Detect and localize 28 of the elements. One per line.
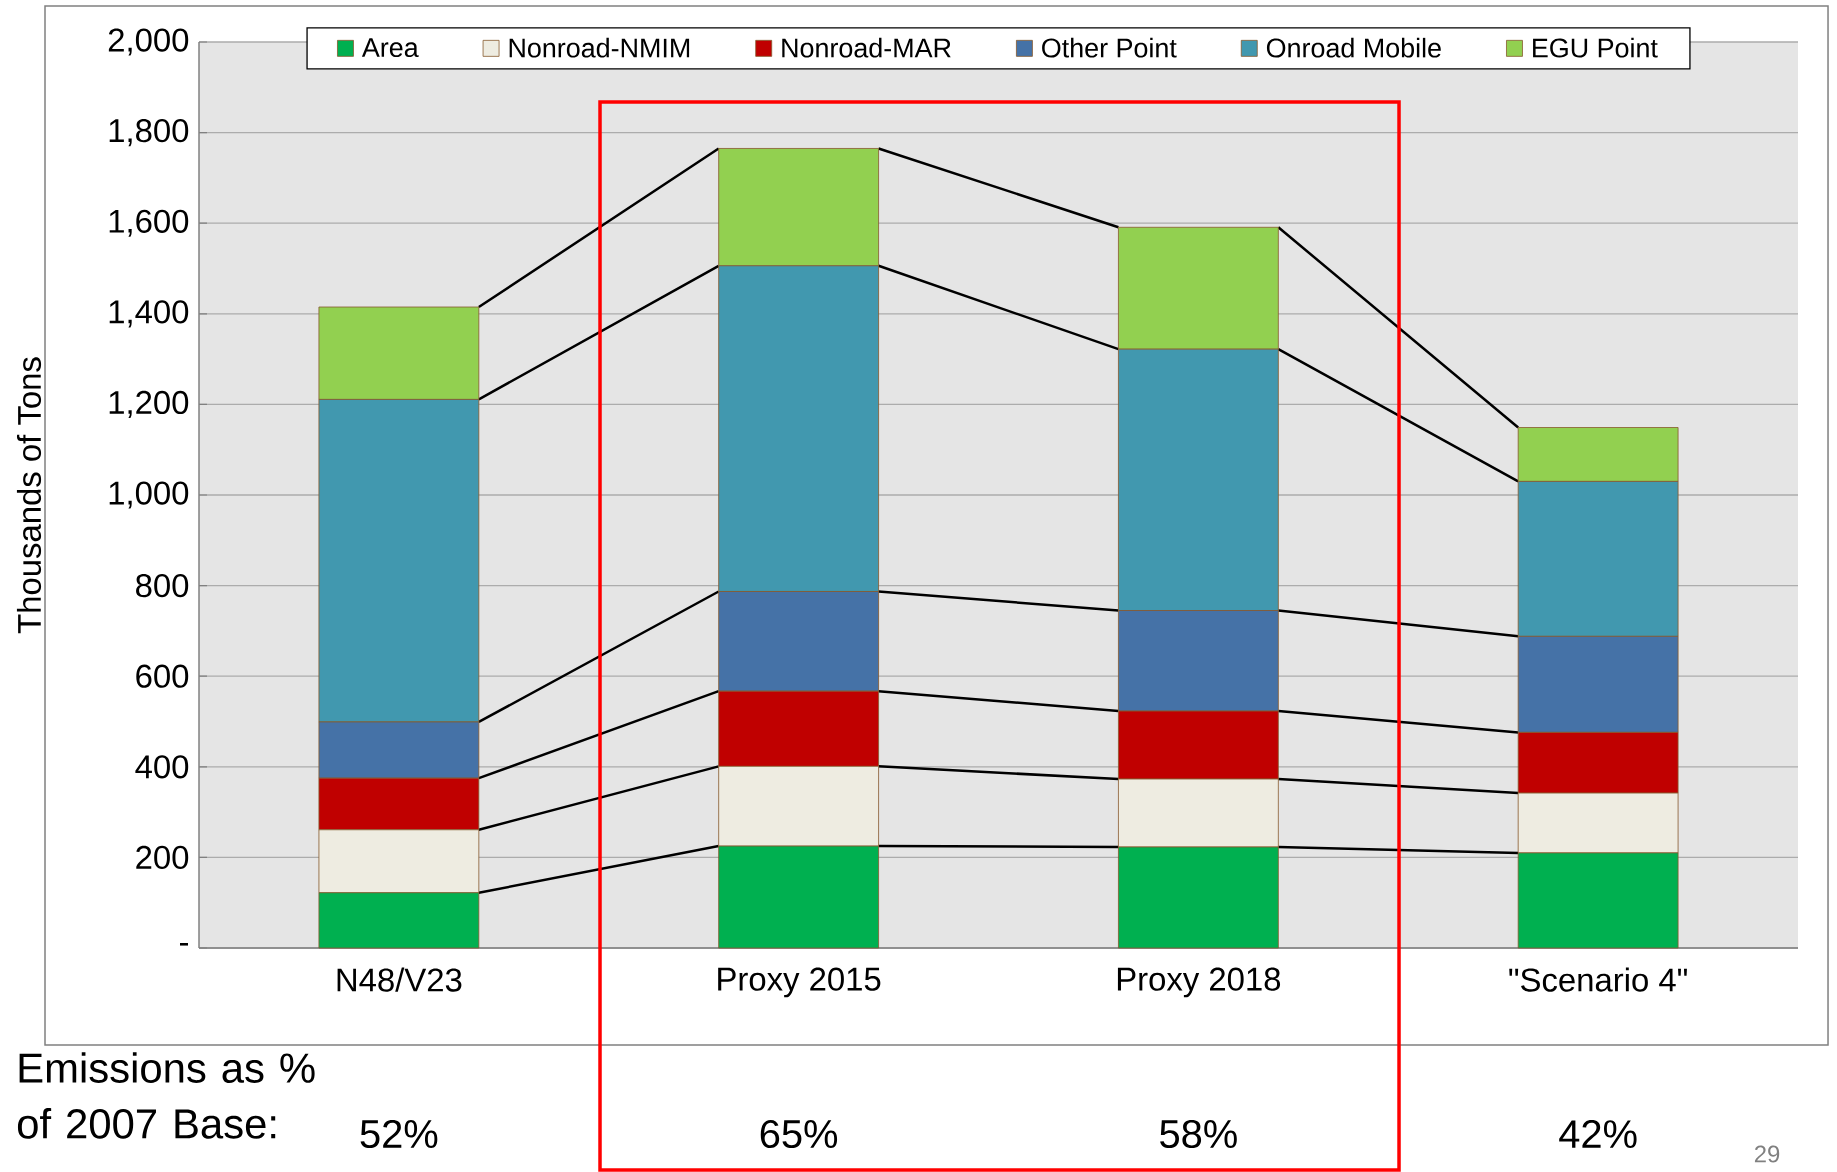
y-tick-label: 1,200: [109, 390, 189, 418]
x-tick-label: Proxy 2018: [1117, 967, 1281, 998]
legend-label: EGU Point: [1533, 37, 1658, 58]
text: Emissions as % of 2007 Base:: [17, 1052, 315, 1139]
y-tick-label: 1,000: [109, 481, 189, 509]
legend-label: Nonroad-MAR: [782, 37, 951, 58]
y-tick-label: 2,000: [108, 28, 189, 56]
legend-label: Onroad Mobile: [1266, 37, 1441, 58]
x-tick-label: Proxy 2015: [718, 967, 881, 998]
y-tick-label: 400: [135, 755, 189, 779]
y-tick-label: 200: [136, 845, 189, 870]
y-tick-label: 1,600: [109, 209, 189, 237]
x-tick-label: N48/V23: [337, 967, 462, 992]
text: 29: [1754, 1145, 1780, 1163]
y-tick-label: -: [179, 943, 189, 946]
y-axis-title: Thousands of Tons: [16, 357, 42, 634]
y-tick-label: 1,400: [109, 300, 189, 328]
text: 42%: [1559, 1119, 1637, 1149]
legend-label: Other Point: [1042, 37, 1177, 58]
y-tick-label: 800: [136, 573, 189, 598]
text: 58%: [1160, 1119, 1237, 1149]
x-tick-label: "Scenario 4": [1509, 967, 1687, 992]
legend-label: Nonroad-NMIM: [509, 37, 690, 58]
text: 65%: [760, 1119, 838, 1149]
y-tick-label: 1,800: [109, 119, 189, 147]
legend-label: Area: [361, 38, 419, 58]
text: 52%: [360, 1119, 438, 1149]
y-tick-label: 600: [136, 664, 189, 688]
